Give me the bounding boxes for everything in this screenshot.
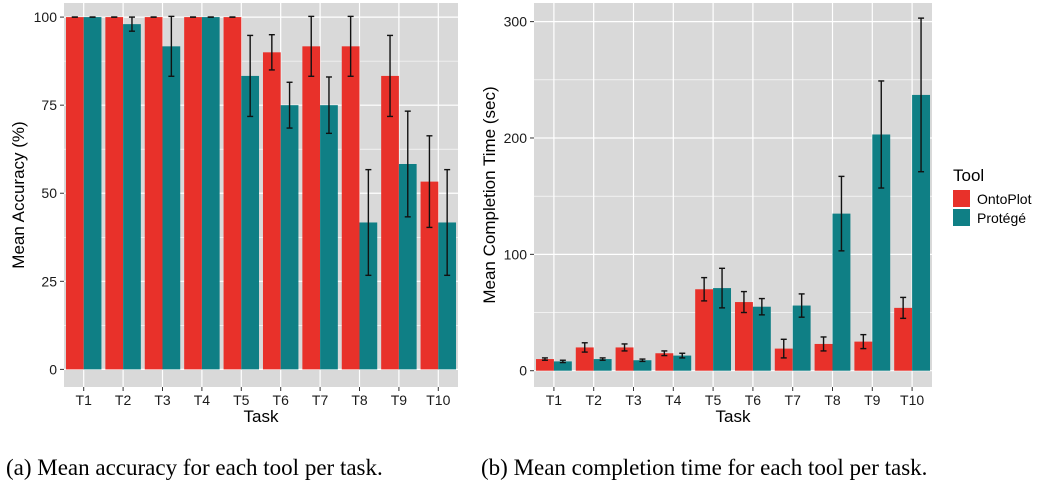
bar xyxy=(575,347,594,371)
bar xyxy=(912,94,931,371)
y-tick-label: 75 xyxy=(41,97,57,113)
bar xyxy=(65,17,84,370)
bar xyxy=(734,302,753,371)
bar xyxy=(832,213,851,371)
caption-completion-time: (b) Mean completion time for each tool p… xyxy=(481,455,928,480)
y-axis-title: Mean Completion Time (sec) xyxy=(480,86,499,303)
bar xyxy=(320,105,338,370)
x-tick-label: T7 xyxy=(312,392,329,408)
bar xyxy=(673,355,692,371)
x-tick-label: T8 xyxy=(351,392,368,408)
bar xyxy=(535,359,554,371)
legend-key-protege xyxy=(953,209,970,226)
plot-panel xyxy=(534,3,932,387)
bar xyxy=(792,305,811,371)
bar xyxy=(814,343,833,371)
bar xyxy=(633,360,652,371)
bar xyxy=(359,222,378,370)
bar xyxy=(398,163,417,370)
x-tick-label: T6 xyxy=(273,392,290,408)
x-tick-label: T4 xyxy=(194,392,211,408)
bar xyxy=(752,306,771,371)
x-tick-label: T4 xyxy=(665,392,682,408)
y-tick-label: 50 xyxy=(41,185,57,201)
y-tick-label: 0 xyxy=(519,363,527,379)
accuracy-chart: 0 25 50 75 100 T1 T2 T3 T4 T5 T6 T7 T8 T9 T10 Task Mean … xyxy=(9,3,458,426)
y-axis-title: Mean Accuracy (%) xyxy=(9,121,28,268)
x-tick-label: T5 xyxy=(233,392,250,408)
y-tick-label: 300 xyxy=(504,14,528,30)
x-tick-label: T6 xyxy=(745,392,762,408)
bar xyxy=(280,105,299,370)
x-axis-title: Task xyxy=(716,407,751,426)
bar xyxy=(615,347,634,371)
bar xyxy=(201,17,220,370)
x-tick-label: T9 xyxy=(864,392,881,408)
legend: Tool OntoPlot Protégé xyxy=(953,166,1032,226)
legend-key-ontoplot xyxy=(953,190,970,207)
bar xyxy=(302,46,321,370)
x-tick-label: T10 xyxy=(900,392,924,408)
bar xyxy=(695,289,714,371)
bar xyxy=(241,75,260,370)
bar xyxy=(162,46,181,370)
bar xyxy=(184,17,202,370)
bar xyxy=(420,181,439,370)
bar xyxy=(713,288,732,371)
x-tick-label: T2 xyxy=(586,392,603,408)
bar xyxy=(223,17,242,370)
x-tick-label: T9 xyxy=(391,392,408,408)
bar xyxy=(553,361,572,371)
bar xyxy=(593,359,612,371)
y-tick-label: 0 xyxy=(49,361,57,377)
legend-title: Tool xyxy=(953,166,984,185)
bar xyxy=(894,307,913,371)
x-tick-label: T3 xyxy=(625,392,642,408)
x-tick-label: T8 xyxy=(824,392,841,408)
x-tick-label: T5 xyxy=(705,392,722,408)
bar xyxy=(144,17,163,370)
y-tick-label: 100 xyxy=(34,9,58,25)
bar xyxy=(123,24,141,370)
caption-accuracy: (a) Mean accuracy for each tool per task… xyxy=(6,455,383,480)
x-axis-title: Task xyxy=(244,407,279,426)
bar xyxy=(854,341,873,371)
legend-label-protege: Protégé xyxy=(977,210,1026,226)
y-tick-label: 200 xyxy=(504,130,528,146)
x-tick-label: T2 xyxy=(115,392,132,408)
bar xyxy=(655,353,674,371)
bar xyxy=(105,17,124,370)
bar xyxy=(381,75,399,370)
x-tick-label: T7 xyxy=(785,392,802,408)
completion-time-chart: 0 100 200 300 T1 T2 T3 T4 T5 T6 T7 T8 T9 T10 Task Mean … xyxy=(480,3,932,426)
y-tick-label: 25 xyxy=(41,273,57,289)
bar xyxy=(262,52,281,370)
x-tick-label: T10 xyxy=(426,392,450,408)
bar xyxy=(83,17,102,370)
x-tick-label: T3 xyxy=(154,392,171,408)
legend-label-ontoplot: OntoPlot xyxy=(977,191,1032,207)
x-tick-label: T1 xyxy=(76,392,93,408)
x-tick-label: T1 xyxy=(546,392,563,408)
y-tick-label: 100 xyxy=(504,246,528,262)
bar xyxy=(872,134,891,371)
bar xyxy=(438,222,457,370)
bar xyxy=(774,348,793,371)
bar xyxy=(341,46,360,370)
